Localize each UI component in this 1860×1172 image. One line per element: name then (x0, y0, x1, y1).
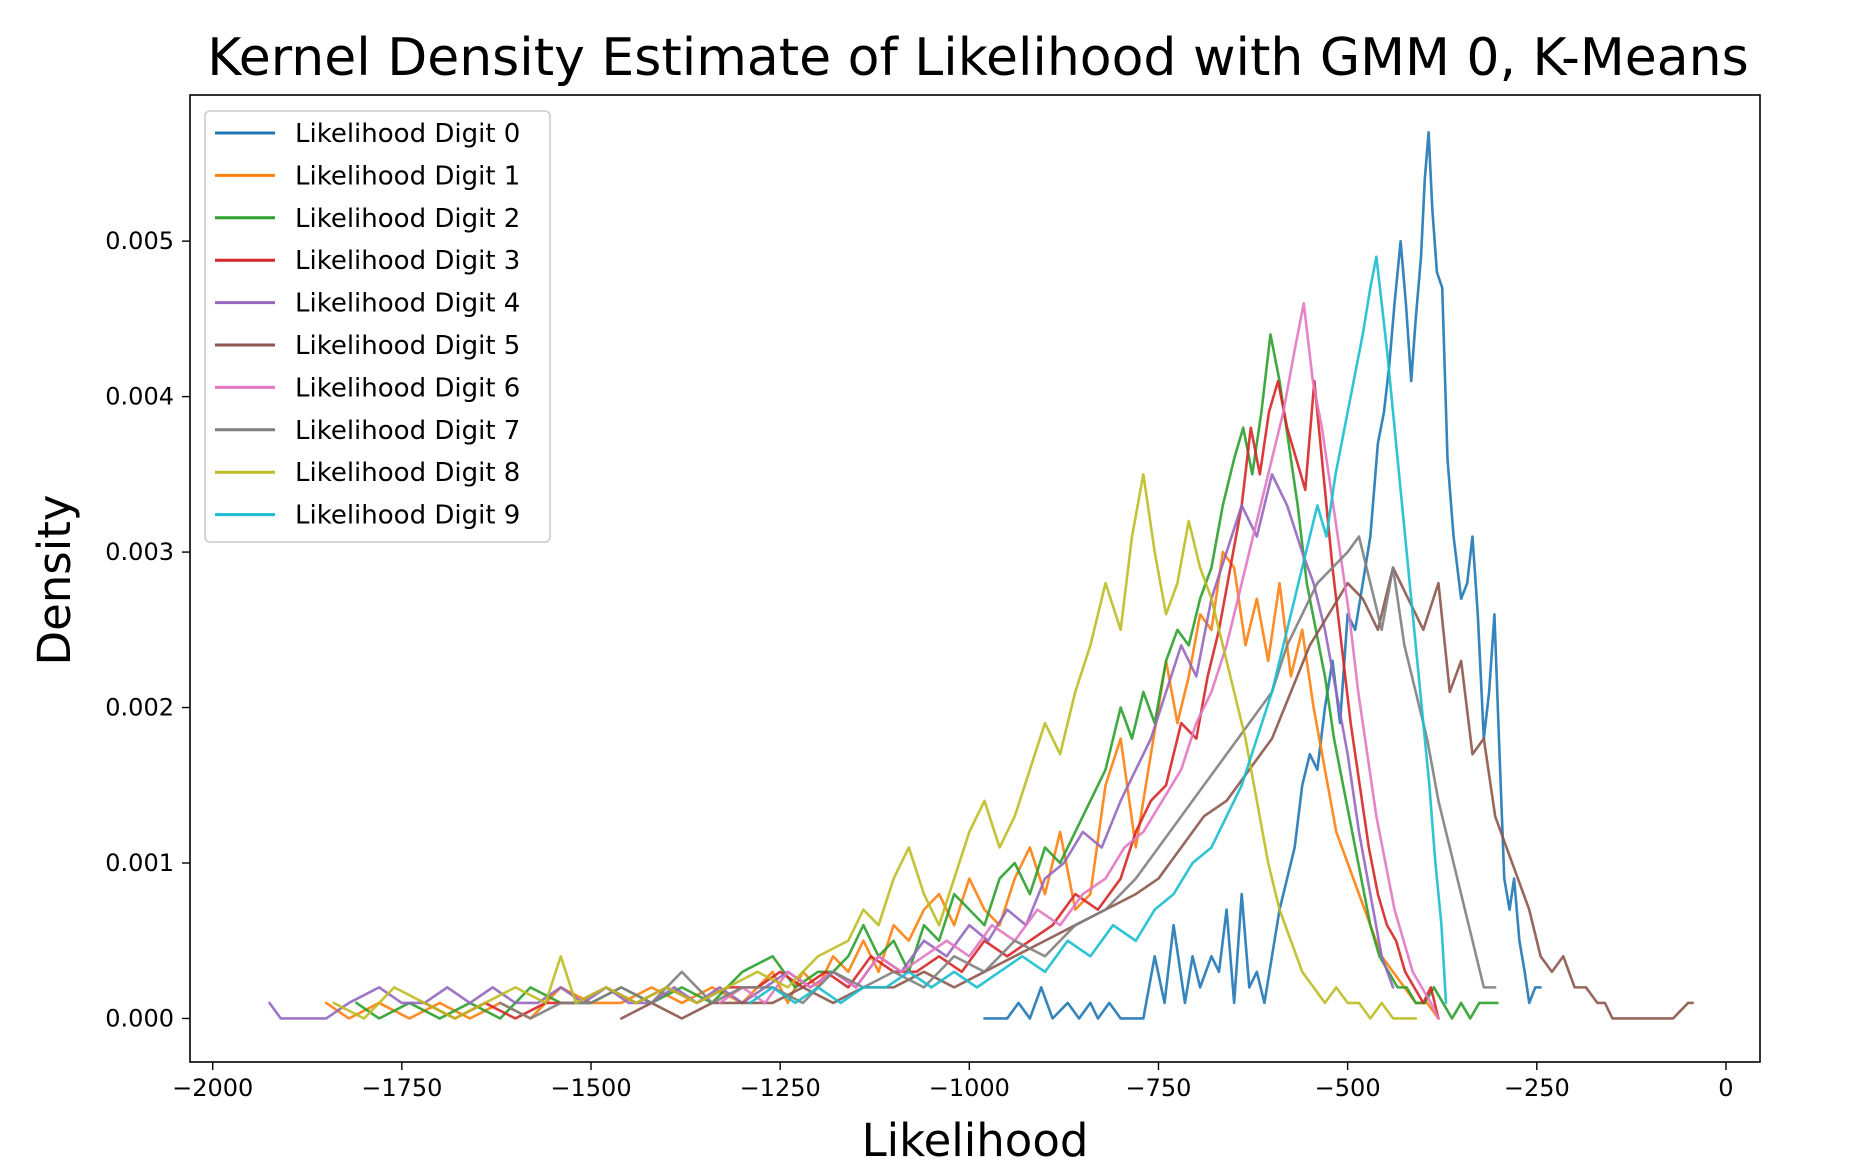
y-tick-label: 0.000 (105, 1004, 174, 1032)
chart-title: Kernel Density Estimate of Likelihood wi… (207, 28, 1748, 88)
series-line-digit-6 (718, 302, 1440, 1020)
plot-series-group (268, 131, 1694, 1020)
legend-label-digit-7: Likelihood Digit 7 (295, 416, 520, 446)
legend-label-digit-0: Likelihood Digit 0 (295, 119, 520, 149)
y-axis-label: Density (28, 494, 81, 665)
x-tick-label: −1500 (550, 1074, 631, 1102)
x-axis-label: Likelihood (862, 1114, 1089, 1167)
x-axis-ticks: −2000 −1750 −1500 −1250 −1000 −750 −500 −250 0 (172, 1062, 1734, 1102)
x-tick-label: −500 (1315, 1074, 1381, 1102)
y-axis-ticks: 0.000 0.001 0.002 0.003 0.004 0.005 (105, 227, 190, 1032)
x-tick-label: −750 (1126, 1074, 1192, 1102)
y-tick-label: 0.004 (105, 383, 174, 411)
x-tick-label: −250 (1504, 1074, 1570, 1102)
x-tick-label: 0 (1718, 1074, 1733, 1102)
plot-frame (189, 94, 1761, 1063)
y-tick-label: 0.005 (105, 227, 174, 255)
legend-label-digit-3: Likelihood Digit 3 (295, 246, 520, 276)
series-line-digit-8 (332, 473, 1418, 1020)
series-line-digit-5 (619, 566, 1694, 1020)
x-tick-label: −1000 (929, 1074, 1010, 1102)
legend-label-digit-5: Likelihood Digit 5 (295, 331, 520, 361)
legend-label-digit-2: Likelihood Digit 2 (295, 204, 520, 234)
legend-label-digit-4: Likelihood Digit 4 (295, 289, 520, 319)
legend-box (204, 110, 551, 543)
series-line-digit-9 (748, 255, 1448, 1005)
legend-label-digit-9: Likelihood Digit 9 (295, 501, 520, 531)
series-line-digit-7 (498, 535, 1497, 1020)
x-tick-label: −2000 (172, 1074, 253, 1102)
x-tick-label: −1250 (740, 1074, 821, 1102)
y-tick-label: 0.001 (105, 849, 174, 877)
y-tick-label: 0.003 (105, 538, 174, 566)
y-tick-label: 0.002 (105, 694, 174, 722)
legend-label-digit-8: Likelihood Digit 8 (295, 458, 520, 488)
legend: Likelihood Digit 0 Likelihood Digit 1 Like… (204, 110, 551, 543)
legend-label-digit-6: Likelihood Digit 6 (295, 373, 520, 403)
x-tick-label: −1750 (361, 1074, 442, 1102)
legend-label-digit-1: Likelihood Digit 1 (295, 161, 520, 191)
